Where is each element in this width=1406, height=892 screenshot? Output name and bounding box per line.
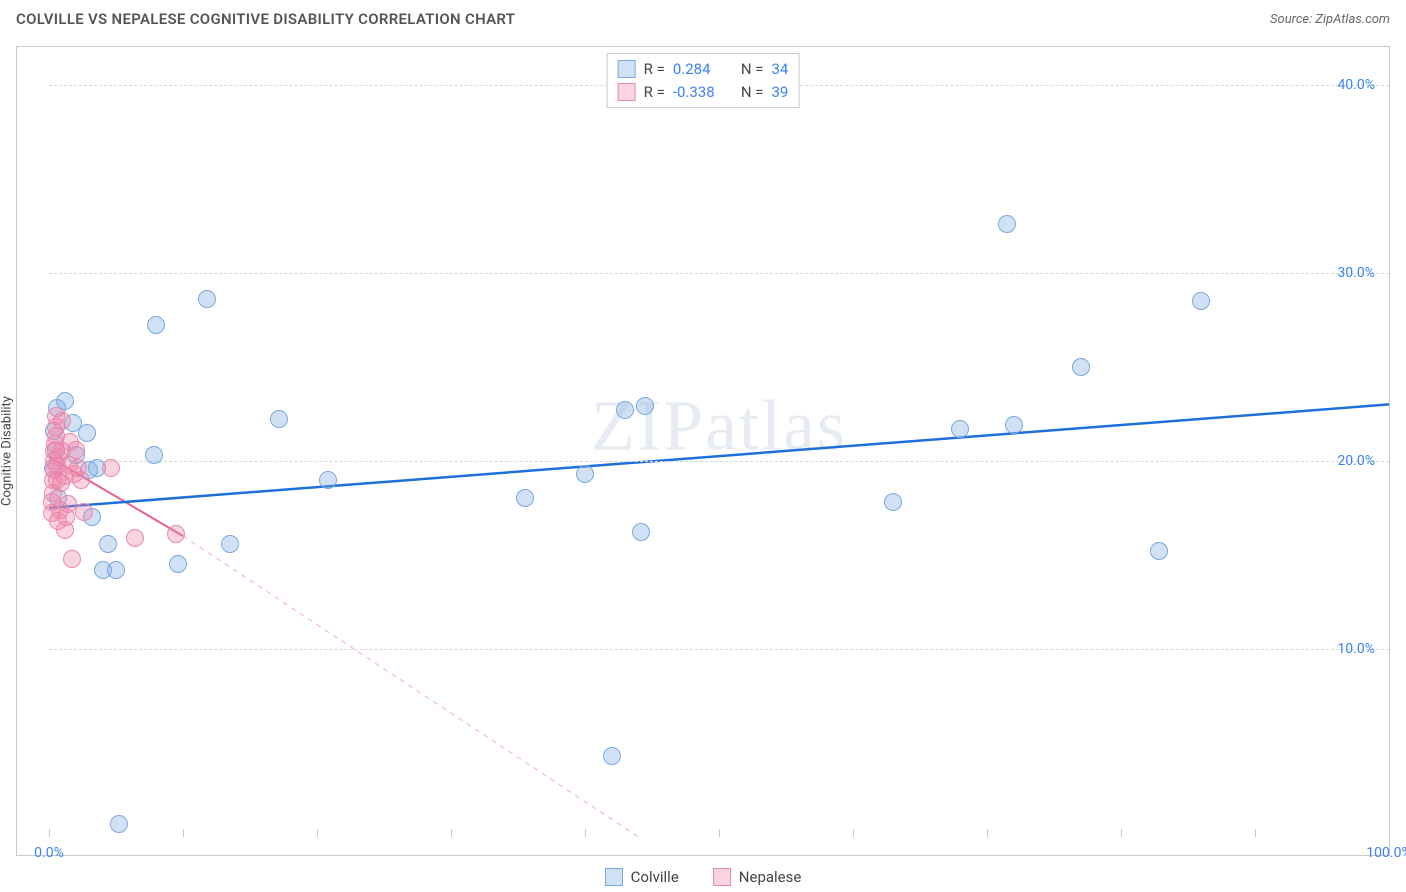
data-point: [603, 747, 621, 765]
data-point: [72, 471, 90, 489]
legend-label: Colville: [631, 868, 679, 886]
legend-swatch: [605, 868, 623, 886]
x-tick: [719, 829, 720, 837]
trend-line: [183, 536, 639, 837]
y-tick-label: 10.0%: [1337, 641, 1375, 657]
x-tick: [49, 829, 50, 837]
data-point: [110, 815, 128, 833]
legend-swatch: [713, 868, 731, 886]
trend-line: [49, 404, 1389, 507]
data-point: [884, 493, 902, 511]
x-tick-label-right: 100.0%: [1366, 845, 1406, 861]
data-point: [1005, 416, 1023, 434]
data-point: [951, 420, 969, 438]
data-point: [632, 523, 650, 541]
y-tick-label: 30.0%: [1337, 265, 1375, 281]
data-point: [67, 441, 85, 459]
data-point: [198, 290, 216, 308]
bottom-legend: Colville Nepalese: [0, 868, 1406, 886]
data-point: [53, 412, 71, 430]
data-point: [167, 525, 185, 543]
data-point: [126, 529, 144, 547]
data-point: [1150, 542, 1168, 560]
chart-header: COLVILLE VS NEPALESE COGNITIVE DISABILIT…: [0, 0, 1406, 32]
legend-item: Colville: [605, 868, 679, 886]
data-point: [107, 561, 125, 579]
stats-r-label: R =: [644, 58, 665, 81]
grid-line: [49, 461, 1389, 462]
data-point: [102, 459, 120, 477]
y-tick-label: 20.0%: [1337, 453, 1375, 469]
stats-n-value: 34: [771, 58, 788, 81]
watermark-text: ZIPatlas: [591, 385, 847, 468]
stats-legend-box: R = 0.284 N = 34 R = -0.338 N = 39: [607, 53, 800, 108]
stats-n-value: 39: [771, 81, 788, 104]
x-tick: [853, 829, 854, 837]
x-tick: [987, 829, 988, 837]
legend-swatch: [618, 83, 636, 101]
y-axis-label: Cognitive Disability: [0, 396, 15, 506]
plot-region: ZIPatlas 10.0%20.0%30.0%40.0%0.0%100.0%: [49, 47, 1389, 837]
data-point: [1072, 358, 1090, 376]
stats-r-value: 0.284: [673, 58, 733, 81]
stats-legend-row: R = -0.338 N = 39: [618, 81, 789, 104]
data-point: [998, 215, 1016, 233]
data-point: [1192, 292, 1210, 310]
trend-lines-layer: [49, 47, 1389, 837]
data-point: [99, 535, 117, 553]
x-tick: [317, 829, 318, 837]
data-point: [145, 446, 163, 464]
legend-swatch: [618, 60, 636, 78]
legend-label: Nepalese: [739, 868, 802, 886]
chart-area: Cognitive Disability ZIPatlas 10.0%20.0%…: [16, 46, 1390, 856]
data-point: [78, 424, 96, 442]
y-tick-label: 40.0%: [1337, 77, 1375, 93]
x-tick: [1121, 829, 1122, 837]
data-point: [616, 401, 634, 419]
stats-n-label: N =: [741, 81, 764, 104]
x-tick: [183, 829, 184, 837]
chart-title: COLVILLE VS NEPALESE COGNITIVE DISABILIT…: [16, 10, 515, 28]
data-point: [221, 535, 239, 553]
source-label: Source: ZipAtlas.com: [1270, 12, 1390, 27]
x-tick: [585, 829, 586, 837]
data-point: [270, 410, 288, 428]
grid-line: [49, 273, 1389, 274]
data-point: [319, 471, 337, 489]
x-tick: [1255, 829, 1256, 837]
x-tick: [1389, 829, 1390, 837]
stats-r-label: R =: [644, 81, 665, 104]
data-point: [169, 555, 187, 573]
stats-r-value: -0.338: [673, 81, 733, 104]
data-point: [516, 489, 534, 507]
data-point: [75, 503, 93, 521]
data-point: [636, 397, 654, 415]
data-point: [576, 465, 594, 483]
x-tick-label-left: 0.0%: [34, 845, 64, 861]
x-tick: [451, 829, 452, 837]
grid-line: [49, 649, 1389, 650]
legend-item: Nepalese: [713, 868, 802, 886]
stats-legend-row: R = 0.284 N = 34: [618, 58, 789, 81]
data-point: [63, 550, 81, 568]
data-point: [147, 316, 165, 334]
stats-n-label: N =: [741, 58, 764, 81]
